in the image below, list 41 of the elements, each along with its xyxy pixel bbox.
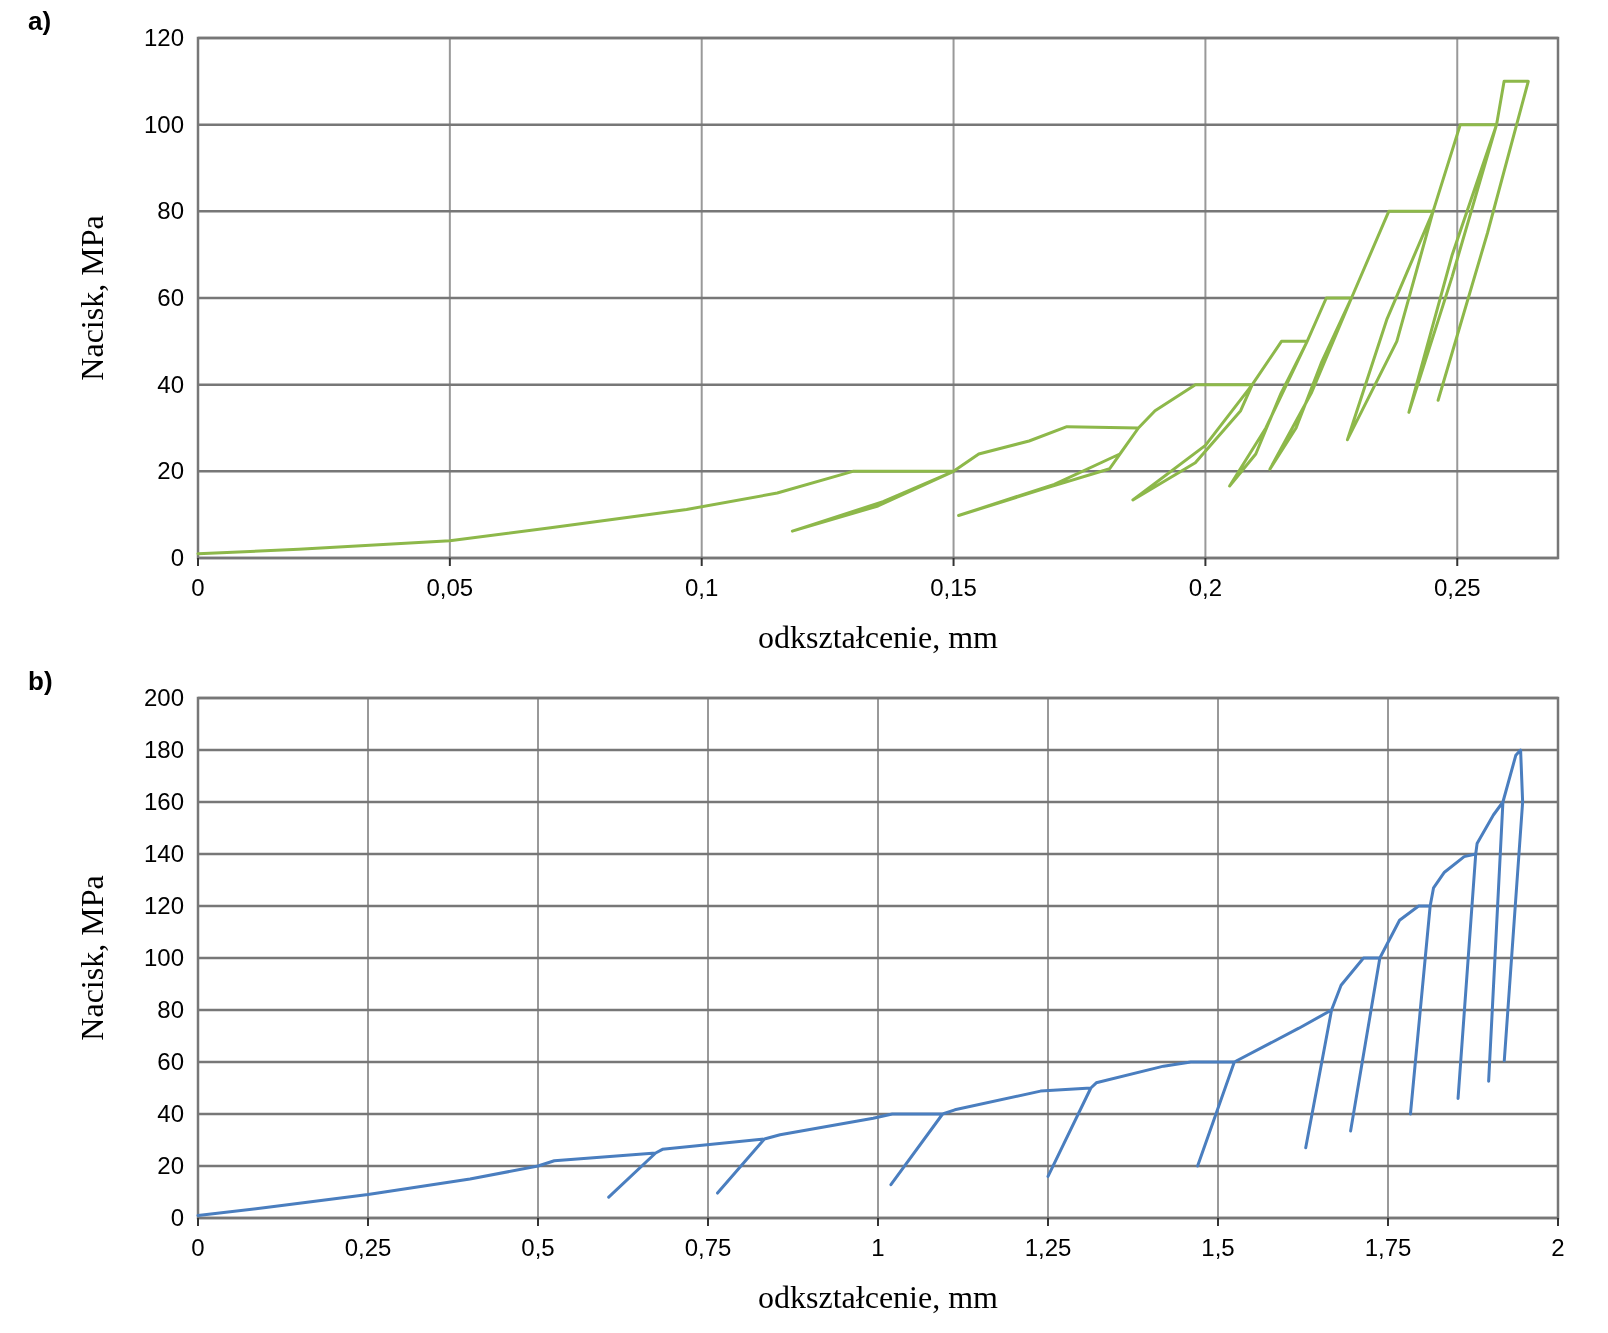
y-tick-label: 40 xyxy=(157,370,184,398)
x-tick-label: 1 xyxy=(871,1234,885,1261)
y-tick-label: 0 xyxy=(170,1204,184,1231)
y-tick-label: 60 xyxy=(157,284,184,311)
x-tick-label: 0,05 xyxy=(426,574,474,601)
x-tick-label: 0,75 xyxy=(684,1234,732,1261)
y-tick-label: 20 xyxy=(157,1152,184,1179)
y-axis-title: Nacisk, MPa xyxy=(74,875,110,1041)
x-axis-title: odkształcenie, mm xyxy=(758,619,999,655)
chart-title: b) xyxy=(28,666,53,696)
x-tick-label: 0,1 xyxy=(685,574,719,601)
x-tick-label: 0,25 xyxy=(344,1234,392,1261)
y-tick-label: 140 xyxy=(143,840,184,867)
line-series xyxy=(196,748,1525,1217)
y-tick-label: 100 xyxy=(143,110,184,138)
y-tick-label: 200 xyxy=(143,684,184,711)
x-tick-label: 1,5 xyxy=(1201,1234,1235,1261)
x-tick-label: 0 xyxy=(191,574,205,601)
y-tick-label: 160 xyxy=(143,788,184,815)
x-tick-label: 0,15 xyxy=(930,574,977,601)
y-tick-label: 20 xyxy=(157,457,184,485)
y-tick-label: 180 xyxy=(143,736,184,763)
x-tick-label: 0,2 xyxy=(1188,574,1223,601)
y-tick-label: 40 xyxy=(157,1100,184,1127)
y-tick-label: 0 xyxy=(170,544,184,571)
x-tick-label: 1,25 xyxy=(1024,1234,1072,1261)
x-tick-label: 0 xyxy=(191,1234,205,1261)
x-tick-label: 1,75 xyxy=(1364,1234,1412,1261)
y-tick-label: 100 xyxy=(143,944,184,971)
x-tick-label: 0,5 xyxy=(521,1234,555,1261)
y-tick-label: 120 xyxy=(143,24,184,51)
line-series xyxy=(196,79,1530,556)
y-tick-label: 80 xyxy=(157,197,184,225)
y-tick-label: 120 xyxy=(143,892,184,919)
y-axis-title: Nacisk, MPa xyxy=(74,215,110,381)
x-tick-label: 2 xyxy=(1551,1234,1565,1261)
x-axis-title: odkształcenie, mm xyxy=(758,1279,999,1315)
y-tick-label: 80 xyxy=(157,996,184,1023)
y-tick-label: 60 xyxy=(157,1048,184,1075)
x-tick-label: 0,25 xyxy=(1433,574,1481,601)
chart-title: a) xyxy=(28,6,52,36)
